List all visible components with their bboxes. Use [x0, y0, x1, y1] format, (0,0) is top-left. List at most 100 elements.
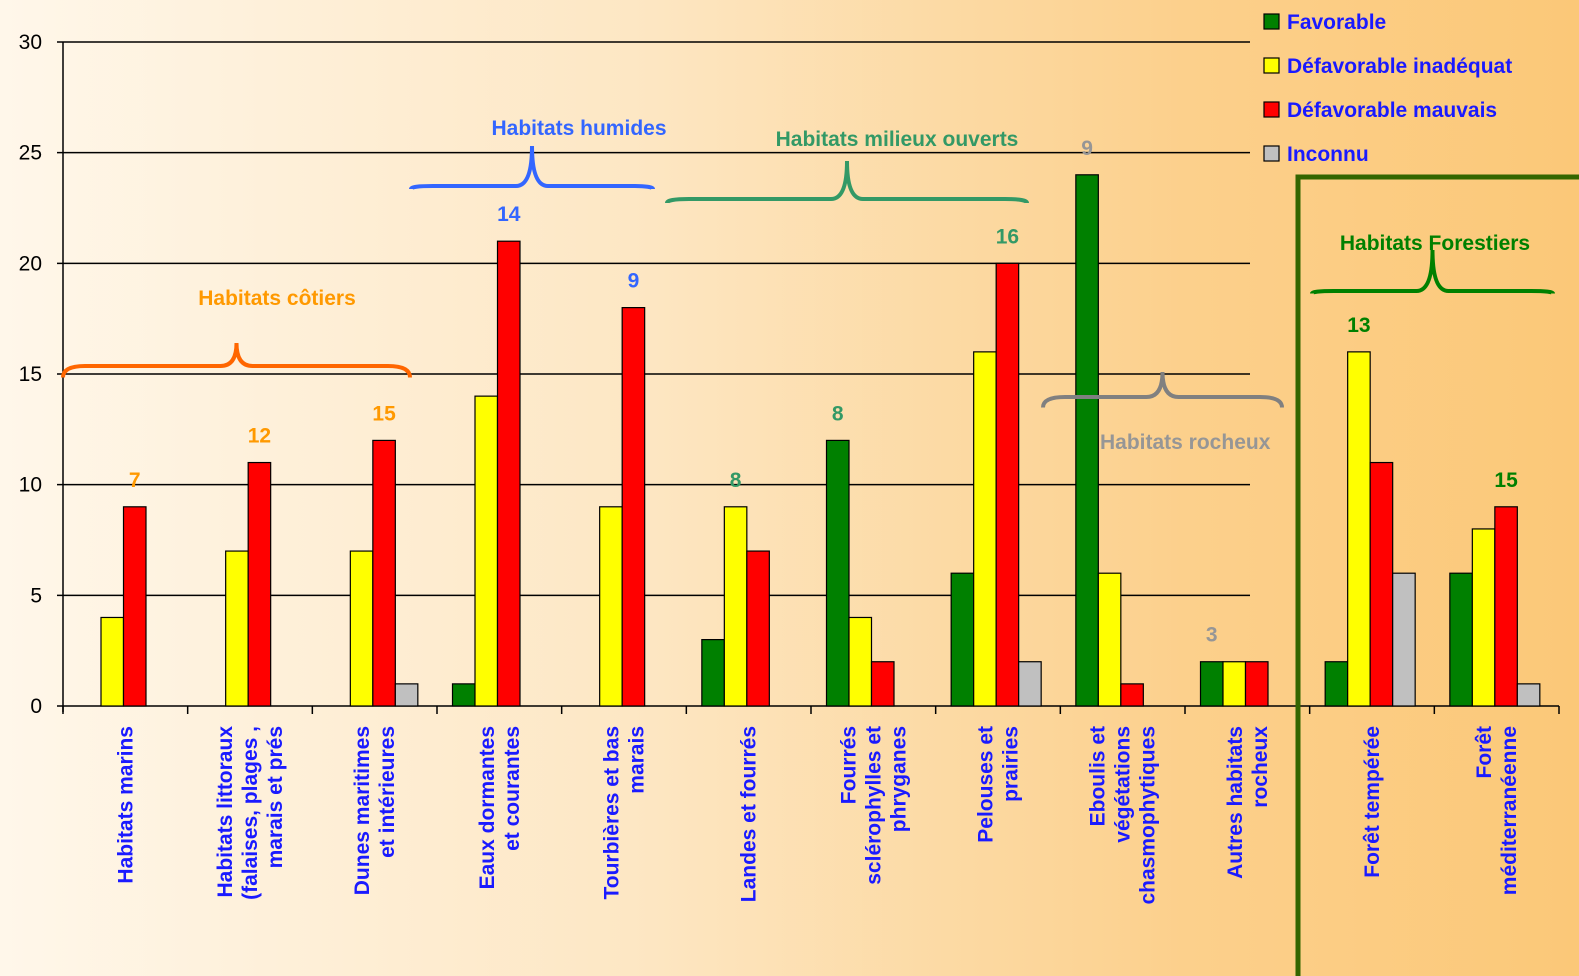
category-label: Fourrés sclérophylles et phryganes [837, 726, 910, 885]
legend: Favorable Défavorable inadéquat Défavorabl… [1263, 11, 1512, 166]
bar-d-favorable-mauvais-10 [1369, 461, 1394, 707]
group-label: Habitats Forestiers [1340, 232, 1530, 255]
category-label-line: sclérophylles et [862, 726, 885, 885]
category-label: Eboulis et végétations chasmophytiques [1087, 726, 1160, 905]
category-label: Landes et fourrés [738, 726, 761, 902]
group-label: Habitats humides [491, 117, 666, 140]
group-brace [61, 342, 412, 378]
bar-favorable-5 [701, 638, 725, 707]
bar-d-favorable-mauvais-9 [1244, 661, 1269, 707]
legend-label: Défavorable inadéquat [1287, 55, 1512, 78]
bar-d-favorable-inad-quat-5 [723, 506, 748, 707]
category-label-line: Fourrés [837, 726, 860, 804]
category-label-line: phryganes [887, 726, 910, 832]
axes: 0 5 10 15 20 25 30 [19, 31, 1560, 718]
bar-inconnu-11 [1516, 683, 1541, 707]
bar-favorable-8 [1075, 174, 1099, 707]
bar-favorable-6 [825, 439, 850, 707]
count-label: 12 [248, 425, 271, 448]
legend-label: Inconnu [1287, 143, 1369, 166]
count-label: 15 [1494, 469, 1518, 492]
y-tick-label: 5 [30, 584, 42, 607]
bar-inconnu-2 [394, 683, 419, 707]
category-label-line: Pelouses et [975, 726, 998, 843]
bar-inconnu-10 [1392, 572, 1416, 707]
bar-d-favorable-mauvais-0 [122, 506, 147, 707]
y-tick-label: 10 [19, 474, 42, 497]
bar-d-favorable-mauvais-8 [1120, 683, 1144, 707]
group-braces: Habitats côtiers Habitats humides Habitats… [61, 117, 1555, 454]
bar-d-favorable-inad-quat-2 [349, 550, 374, 707]
count-label: 9 [628, 270, 640, 293]
category-label-line: (falaises, plages , [239, 726, 262, 900]
category-label-line: Forêt [1473, 726, 1496, 779]
y-tick-label: 20 [19, 252, 42, 275]
bar-d-favorable-mauvais-11 [1494, 506, 1518, 707]
category-label: Habitats littoraux (falaises, plages , mar… [214, 726, 287, 900]
category-label-line: Habitats marins [114, 726, 137, 884]
bar-d-favorable-inad-quat-0 [100, 616, 125, 707]
group-brace [409, 145, 655, 191]
category-label: Eaux dormantes et courantes [476, 726, 524, 889]
count-label: 13 [1347, 314, 1370, 337]
legend-label: Défavorable mauvais [1287, 99, 1497, 122]
group-label: Habitats rocheux [1100, 431, 1271, 454]
group-label: Habitats milieux ouverts [776, 128, 1019, 151]
bar-d-favorable-mauvais-6 [870, 661, 895, 707]
bar-d-favorable-inad-quat-3 [474, 395, 499, 707]
category-label: Pelouses et prairies [975, 726, 1023, 843]
bar-d-favorable-mauvais-7 [995, 262, 1020, 707]
legend-swatch [1263, 13, 1280, 30]
bars [100, 174, 1541, 707]
bar-d-favorable-inad-quat-4 [599, 506, 623, 707]
category-label-line: méditerranéenne [1498, 726, 1521, 895]
count-label: 9 [1081, 137, 1093, 160]
y-tick-label: 25 [19, 142, 42, 165]
legend-swatch [1263, 101, 1280, 118]
bar-d-favorable-inad-quat-10 [1347, 351, 1371, 707]
forest-highlight-box [1295, 174, 1579, 976]
bar-favorable-11 [1449, 572, 1473, 707]
count-label: 16 [996, 225, 1019, 248]
count-label: 8 [730, 469, 742, 492]
bar-favorable-10 [1324, 661, 1349, 707]
count-label: 14 [497, 203, 521, 226]
group-brace [665, 160, 1029, 204]
group-label: Habitats côtiers [198, 287, 356, 310]
category-label: Autres habitats rocheux [1224, 726, 1272, 879]
y-tick-label: 0 [30, 695, 42, 718]
count-label: 7 [129, 469, 141, 492]
bar-d-favorable-mauvais-3 [496, 240, 521, 707]
y-tick-label: 30 [19, 31, 42, 54]
bar-d-favorable-mauvais-1 [247, 461, 272, 707]
bar-favorable-3 [451, 683, 476, 707]
bar-d-favorable-inad-quat-8 [1097, 572, 1122, 707]
bar-d-favorable-inad-quat-7 [973, 351, 997, 707]
category-label-line: Autres habitats [1224, 726, 1247, 879]
forest-box-border [1295, 174, 1579, 976]
bar-d-favorable-inad-quat-6 [848, 616, 873, 707]
category-label-line: Landes et fourrés [738, 726, 761, 902]
category-label-line: Tourbières et bas [601, 726, 624, 900]
category-label-line: marais [626, 726, 649, 794]
category-label: Forêt tempérée [1361, 726, 1384, 878]
group-brace [1310, 249, 1555, 295]
category-label: Forêt méditerranéenne [1473, 726, 1521, 895]
bar-d-favorable-mauvais-5 [746, 550, 770, 707]
category-label-line: marais et prés [264, 726, 287, 868]
category-label-line: Eaux dormantes [476, 726, 499, 889]
category-label-line: et intérieures [376, 726, 399, 858]
category-labels: Habitats marins Habitats littoraux (falais… [114, 726, 1521, 905]
count-label: 15 [372, 402, 396, 425]
category-label: Tourbières et bas marais [601, 726, 649, 900]
category-label-line: Forêt tempérée [1361, 726, 1384, 878]
legend-swatch [1263, 145, 1280, 162]
bar-inconnu-7 [1018, 661, 1042, 707]
category-label: Habitats marins [114, 726, 137, 884]
category-label-line: rocheux [1249, 726, 1272, 808]
count-label: 3 [1206, 624, 1218, 647]
category-label: Dunes maritimes et intérieures [351, 726, 399, 895]
legend-swatch [1263, 57, 1280, 74]
legend-label: Favorable [1287, 11, 1386, 34]
